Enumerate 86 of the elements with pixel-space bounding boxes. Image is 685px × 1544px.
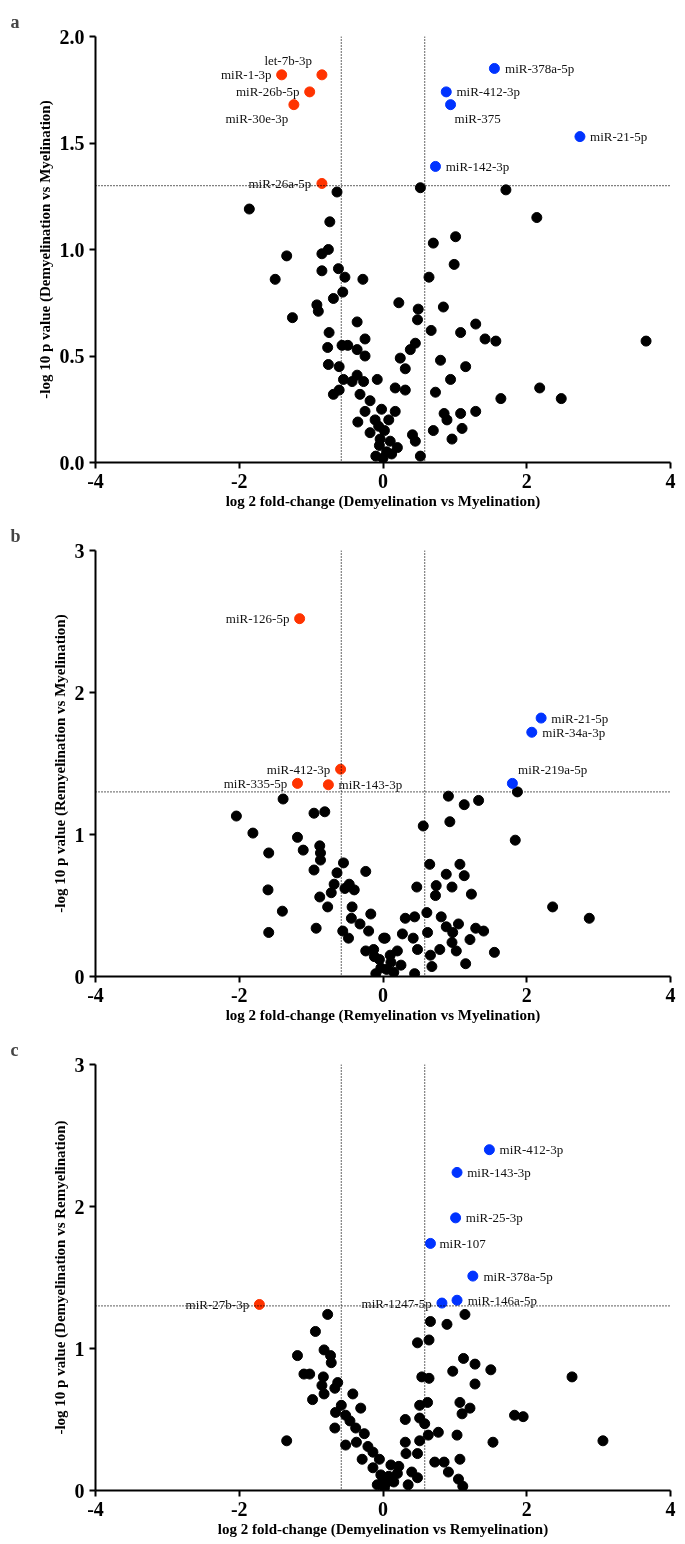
- point: [488, 62, 500, 74]
- x-axis-title: log 2 fold-change (Demyelination vs Remyelination): [217, 1520, 549, 1538]
- annotation: miR-26a-5p: [248, 175, 312, 191]
- point: [506, 777, 518, 789]
- y-tick-label: 3: [74, 539, 85, 562]
- point: [288, 99, 300, 111]
- annotation: miR-21-5p: [551, 710, 609, 726]
- annotation: miR-412-3p: [266, 761, 331, 777]
- y-tick-label: 0.0: [59, 451, 85, 474]
- annotation: let-7b-3p: [264, 53, 313, 69]
- x-tick-label: -2: [230, 469, 248, 492]
- point: [535, 712, 547, 724]
- annotation: miR-146a-5p: [467, 1292, 537, 1308]
- annotation: miR-142-3p: [445, 158, 510, 174]
- point: [436, 1297, 448, 1309]
- point: [526, 726, 538, 738]
- x-tick-label: -4: [87, 469, 104, 492]
- x-tick-label: 0: [378, 983, 388, 1006]
- x-tick-label: 0: [378, 469, 388, 492]
- y-tick-label: 0.5: [59, 345, 85, 367]
- x-tick-label: 2: [521, 983, 532, 1006]
- x-tick-label: -2: [230, 1497, 248, 1520]
- annotation: miR-26b-5p: [235, 84, 300, 100]
- x-tick-label: 0: [378, 1497, 388, 1520]
- x-tick-label: -4: [87, 983, 104, 1006]
- y-tick-label: 1.5: [59, 132, 85, 154]
- point: [450, 1212, 462, 1224]
- x-tick-label: -4: [87, 1497, 104, 1520]
- y-axis-title: -log 10 p value (Remyelination vs Myelination): [51, 614, 69, 913]
- y-axis-title: -log 10 p value (Demyelination vs Myelination): [36, 100, 54, 399]
- x-tick-label: 2: [521, 1497, 532, 1520]
- annotation: miR-412-3p: [456, 84, 521, 100]
- y-axis-title: -log 10 p value (Demyelination vs Remyelination): [51, 1120, 69, 1435]
- annotation: miR-1247-5p: [361, 1295, 432, 1311]
- annotation: miR-30e-3p: [225, 111, 289, 127]
- y-tick-label: 2: [74, 681, 85, 704]
- annotation: miR-143-3p: [338, 777, 403, 793]
- x-axis-title: log 2 fold-change (Demyelination vs Myelination): [225, 492, 541, 510]
- point: [276, 69, 288, 81]
- y-tick-label: 1: [74, 823, 85, 846]
- x-tick-label: 4: [665, 1497, 676, 1520]
- y-tick-label: 0: [74, 965, 85, 988]
- point: [445, 99, 457, 111]
- annotation: miR-335-5p: [223, 775, 288, 791]
- chart-title: a: [10, 11, 20, 32]
- annotation: miR-27b-3p: [185, 1296, 250, 1312]
- annotation: miR-378a-5p: [505, 60, 575, 76]
- point: [574, 131, 586, 143]
- x-tick-label: 4: [665, 983, 676, 1006]
- annotation: miR-1-3p: [220, 67, 272, 83]
- point: [429, 160, 441, 172]
- point: [440, 86, 452, 98]
- chart-title: c: [10, 1039, 19, 1060]
- x-axis-title: log 2 fold-change (Remyelination vs Myelination): [225, 1006, 541, 1024]
- point: [451, 1166, 463, 1178]
- point: [424, 1237, 436, 1249]
- annotation: miR-375: [454, 111, 501, 127]
- x-tick-label: 2: [521, 469, 532, 492]
- point: [316, 69, 328, 81]
- y-tick-label: 0: [74, 1479, 85, 1502]
- y-tick-label: 1.0: [59, 238, 85, 261]
- annotation: miR-126-5p: [225, 611, 290, 627]
- y-tick-label: 2.0: [59, 25, 85, 48]
- point: [335, 763, 347, 775]
- annotation: miR-25-3p: [465, 1210, 523, 1226]
- point: [253, 1298, 265, 1310]
- point: [316, 177, 328, 189]
- x-tick-label: 4: [665, 469, 676, 492]
- point: [451, 1294, 463, 1306]
- point: [467, 1270, 479, 1282]
- annotation: miR-412-3p: [499, 1142, 564, 1158]
- annotation: miR-21-5p: [590, 129, 648, 145]
- point: [483, 1144, 495, 1156]
- annotation: miR-107: [439, 1235, 487, 1251]
- point: [291, 777, 303, 789]
- annotation: miR-219a-5p: [518, 761, 588, 777]
- annotation: miR-143-3p: [467, 1164, 531, 1180]
- y-tick-label: 3: [74, 1053, 85, 1076]
- y-tick-label: 1: [74, 1337, 85, 1360]
- x-tick-label: -2: [230, 983, 248, 1006]
- annotation: miR-378a-5p: [483, 1268, 553, 1284]
- point: [304, 86, 316, 98]
- y-tick-label: 2: [74, 1195, 85, 1218]
- point: [294, 613, 306, 625]
- chart-title: b: [10, 525, 21, 546]
- point: [322, 779, 334, 791]
